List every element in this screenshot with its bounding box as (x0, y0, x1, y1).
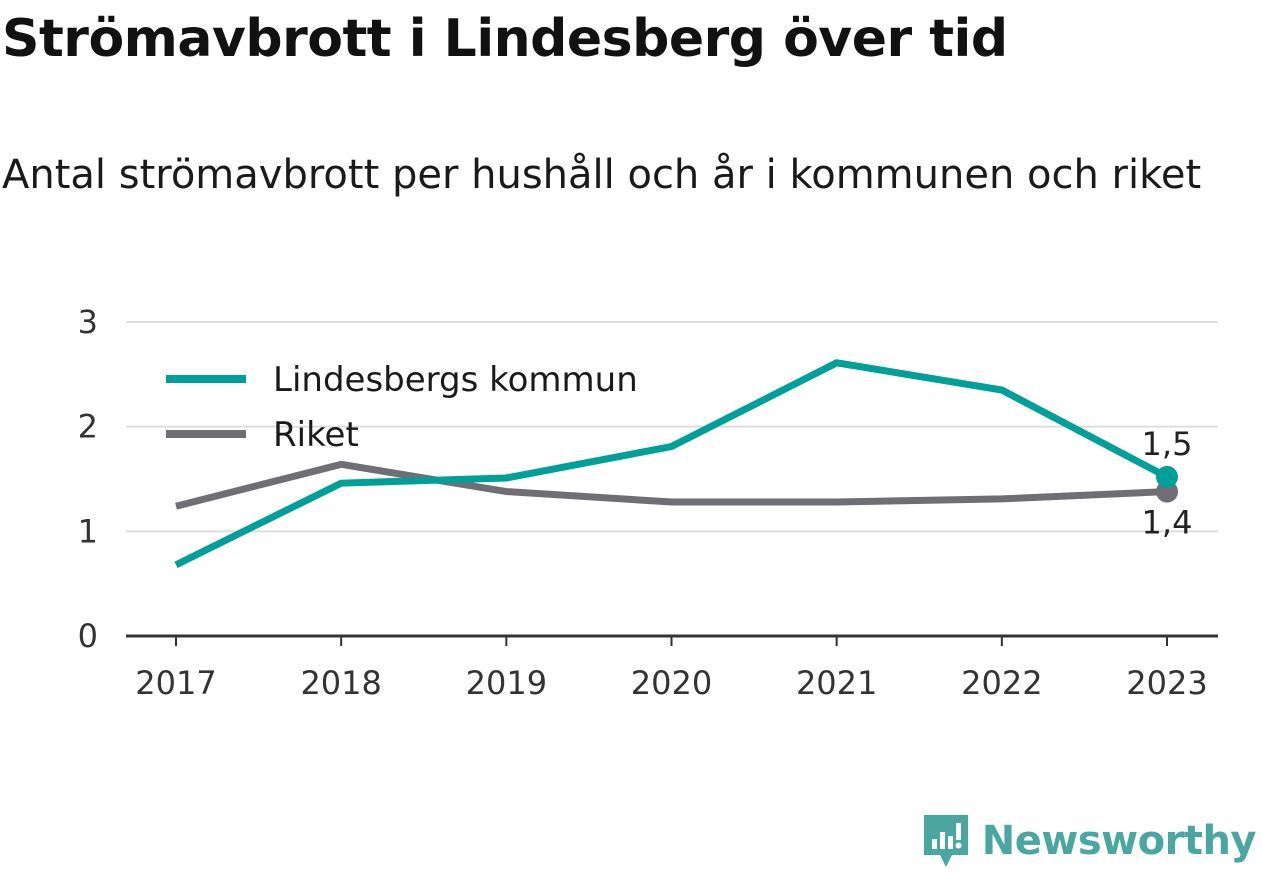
x-tick-label: 2021 (796, 664, 877, 702)
series-line-lindesberg (174, 359, 1169, 568)
x-tick-label: 2018 (300, 664, 381, 702)
end-label-lindesberg: 1,5 (1142, 425, 1193, 463)
series-line-riket (175, 460, 1168, 510)
x-tick-label: 2019 (466, 664, 547, 702)
end-markers: 1,5 1,4 (1142, 425, 1193, 542)
legend-label-riket: Riket (273, 415, 359, 455)
x-tick-label: 2023 (1126, 664, 1207, 702)
end-label-riket: 1,4 (1142, 504, 1193, 542)
brand-logo: Newsworthy (922, 813, 1257, 869)
end-point-lindesberg (1156, 465, 1178, 488)
legend-label-lindesberg: Lindesbergs kommun (273, 360, 638, 400)
brand-name: Newsworthy (981, 818, 1257, 864)
x-tick-label: 2020 (631, 664, 712, 702)
x-tick-label: 2022 (961, 664, 1042, 702)
y-tick-label: 1 (78, 512, 98, 550)
legend: Lindesbergs kommun Riket (166, 360, 638, 455)
bar-chart-badge-icon (923, 815, 968, 867)
y-tick-label: 0 (78, 617, 98, 655)
series-lines (174, 359, 1169, 568)
chart-subtitle: Antal strömavbrott per hushåll och år i … (2, 152, 1202, 198)
y-axis-ticks: 0 1 2 3 (78, 303, 98, 655)
x-axis-ticks: 2017 2018 2019 2020 2021 2022 2023 (135, 636, 1208, 702)
y-tick-label: 3 (78, 303, 98, 341)
gridlines (126, 321, 1218, 533)
y-tick-label: 2 (78, 408, 98, 446)
x-tick-label: 2017 (135, 664, 216, 702)
chart-title: Strömavbrott i Lindesberg över tid (2, 9, 1008, 69)
